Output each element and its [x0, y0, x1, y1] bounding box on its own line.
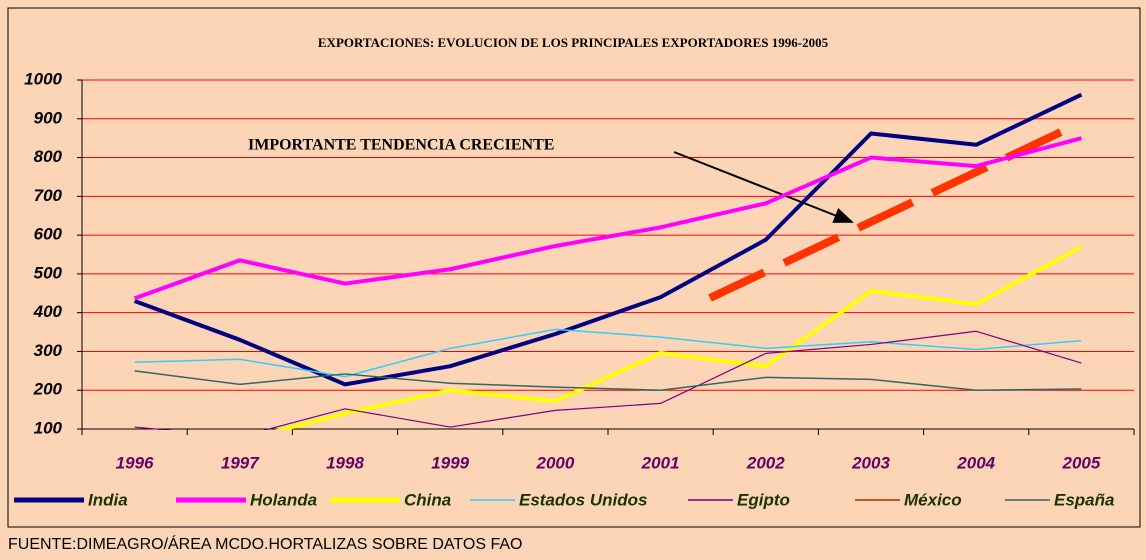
y-tick-label: 600 [34, 225, 63, 244]
series-line [273, 244, 1083, 430]
y-tick-label: 500 [34, 263, 63, 282]
source: FUENTE:DIMEAGRO/ÁREA MCDO.HORTALIZAS SOB… [8, 534, 522, 553]
legend-label: China [404, 490, 451, 509]
annotation: IMPORTANTE TENDENCIA CRECIENTE [248, 137, 554, 154]
x-tick-label: 1999 [431, 453, 469, 472]
legend-label: Estados Unidos [519, 490, 647, 509]
y-tick-label: 200 [33, 380, 63, 399]
series-line [134, 328, 1082, 378]
trend-line [708, 119, 1082, 302]
series-line [134, 330, 1082, 430]
y-tick-label: 900 [34, 108, 63, 127]
x-tick-label: 1998 [326, 453, 364, 472]
legend-label: México [904, 490, 962, 509]
chart-title: EXPORTACIONES: EVOLUCION DE LOS PRINCIPA… [318, 35, 829, 50]
y-tick-label: 700 [34, 186, 63, 205]
y-tick-label: 800 [34, 147, 63, 166]
series-line [134, 370, 1082, 391]
annotation-arrow [673, 151, 854, 223]
x-tick-label: 2003 [851, 453, 890, 472]
x-tick-label: 2002 [746, 453, 785, 472]
x-tick-label: 2004 [956, 453, 995, 472]
chart-border [7, 7, 1141, 528]
x-tick-label: 2001 [641, 453, 680, 472]
series-line [133, 136, 1082, 301]
legend-label: España [1054, 490, 1114, 509]
series-line [133, 92, 1083, 387]
y-tick-label: 400 [33, 302, 63, 321]
series-group [133, 92, 1083, 430]
y-tick-label: 1000 [24, 69, 62, 88]
y-tick-label: 300 [34, 341, 63, 360]
legend-label: Holanda [250, 490, 317, 509]
x-tick-label: 1997 [221, 453, 260, 472]
legend-label: India [88, 490, 128, 509]
x-tick-label: 1996 [116, 453, 154, 472]
x-tick-label: 2000 [535, 453, 574, 472]
legend-label: Egipto [737, 490, 790, 509]
x-tick-label: 2005 [1061, 453, 1100, 472]
y-tick-label: 100 [34, 418, 63, 437]
